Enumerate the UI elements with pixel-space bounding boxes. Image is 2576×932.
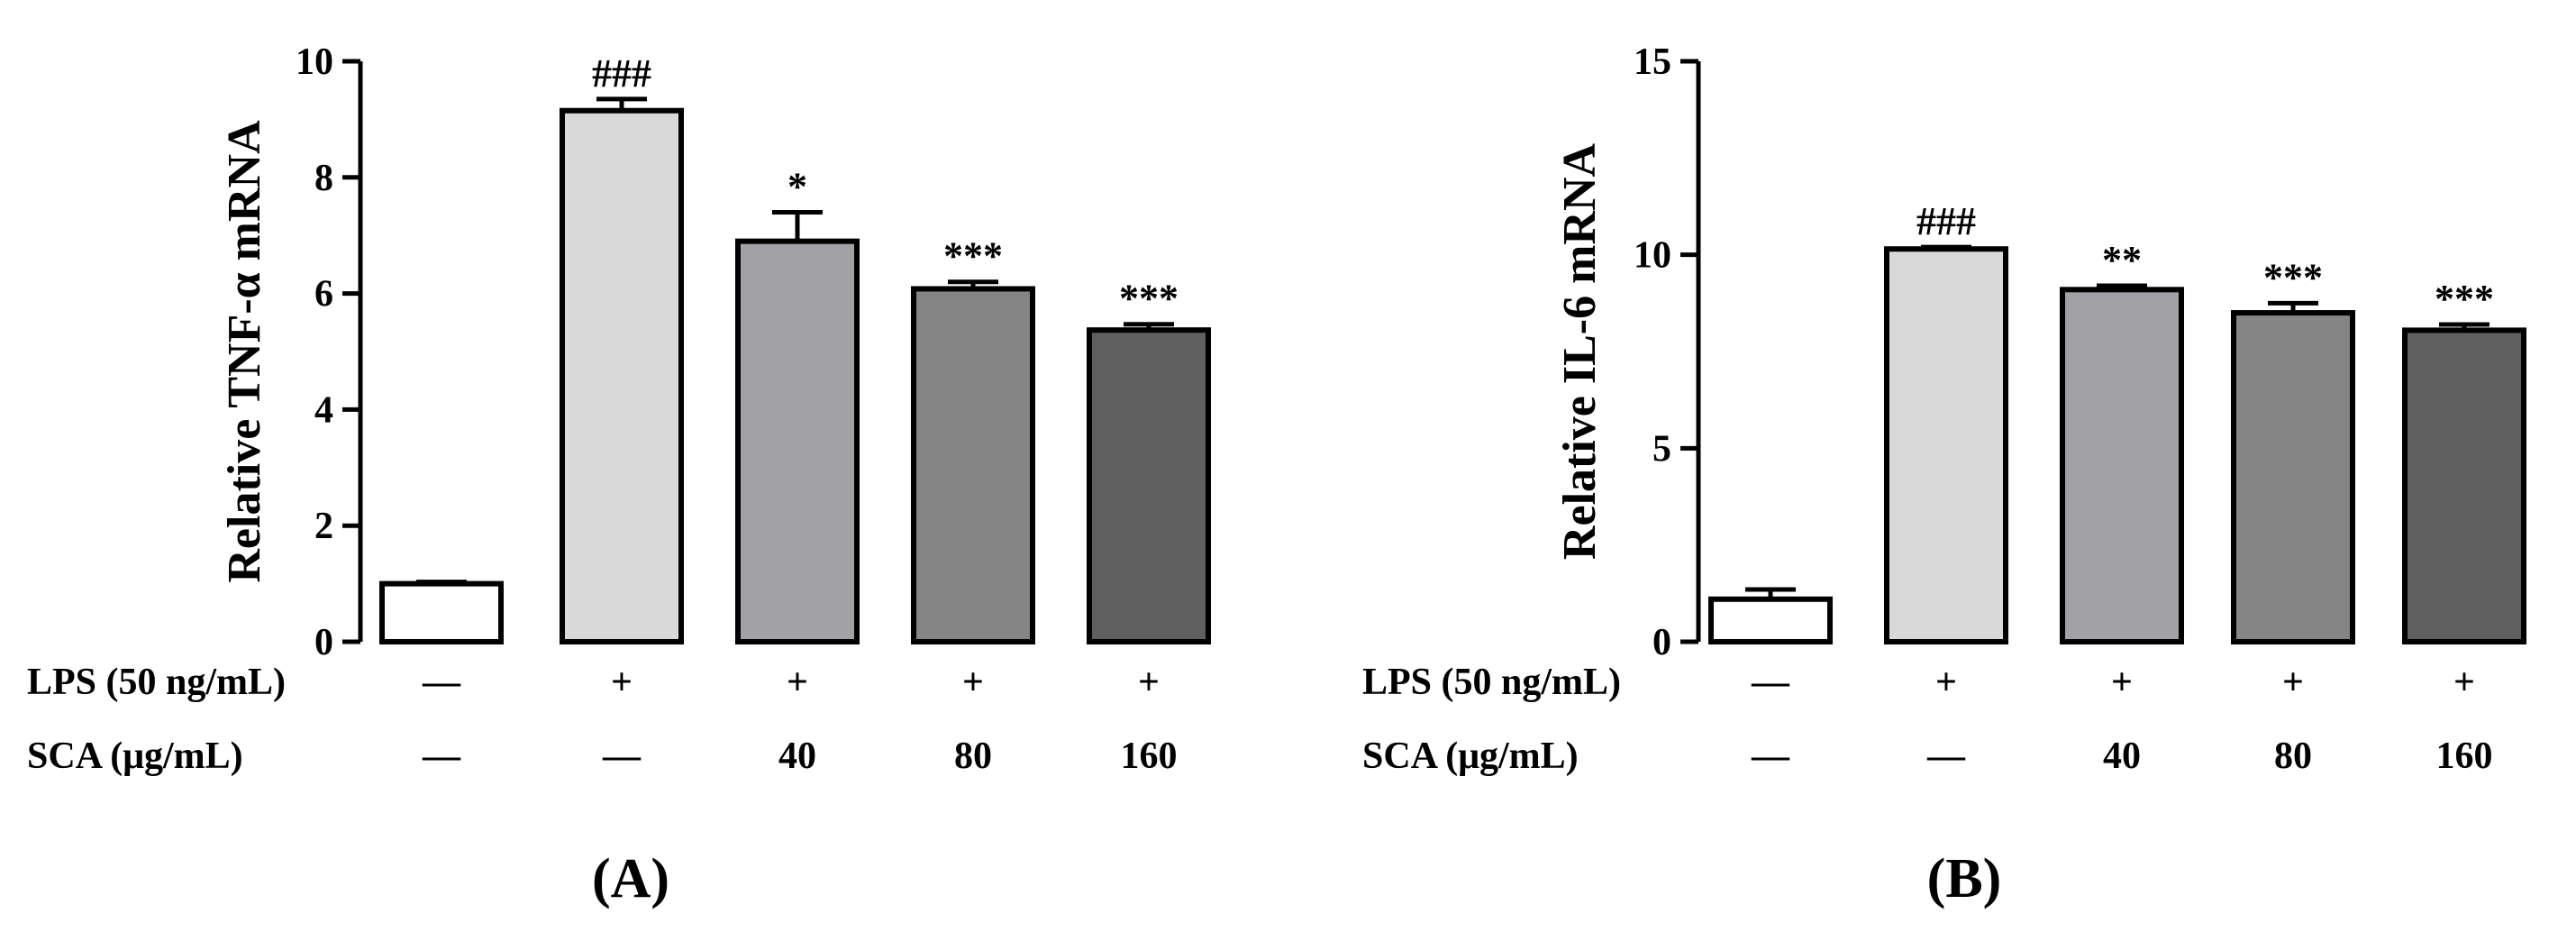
row-value: + — [787, 662, 808, 703]
bar — [2402, 327, 2526, 644]
y-tick-label: 4 — [314, 389, 333, 431]
y-axis-label: Relative IL-6 mRNA — [1554, 142, 1606, 560]
row-value: — — [1926, 736, 1966, 777]
y-tick-label: 10 — [296, 41, 333, 83]
row-value: 160 — [2436, 736, 2493, 777]
panel-label: (A) — [592, 848, 669, 909]
y-tick-label: 6 — [314, 274, 333, 315]
row-value: — — [1751, 662, 1790, 703]
row-value: — — [1751, 736, 1790, 777]
y-axis-label: Relative TNF-α mRNA — [219, 120, 270, 583]
y-tick-label: 5 — [1652, 428, 1671, 470]
y-tick-label: 2 — [314, 506, 333, 547]
y-tick-label: 0 — [314, 622, 333, 663]
row-value: 40 — [2103, 736, 2141, 777]
significance-label: ### — [592, 51, 651, 96]
row-label: SCA (μg/mL) — [27, 736, 243, 777]
significance-label: *** — [943, 234, 1003, 279]
y-tick-label: 8 — [314, 158, 333, 199]
row-label: SCA (μg/mL) — [1362, 736, 1579, 777]
significance-label: *** — [1119, 277, 1179, 321]
row-value: + — [962, 662, 984, 703]
row-value: + — [611, 662, 633, 703]
bar — [2231, 310, 2355, 644]
row-value: — — [422, 662, 461, 703]
bar — [1708, 596, 1833, 644]
y-tick-label: 15 — [1634, 41, 1671, 83]
row-value: — — [422, 736, 461, 777]
bar — [735, 238, 860, 644]
row-value: 40 — [778, 736, 816, 777]
y-tick-label: 0 — [1652, 622, 1671, 663]
bar — [2060, 287, 2184, 644]
row-value: 160 — [1121, 736, 1178, 777]
row-label: LPS (50 ng/mL) — [27, 662, 286, 703]
significance-label: *** — [2435, 277, 2494, 321]
row-label: LPS (50 ng/mL) — [1362, 662, 1621, 703]
significance-label: ** — [2102, 238, 2142, 282]
panel-label: (B) — [1927, 848, 2002, 909]
bar — [1884, 246, 2008, 644]
row-value: + — [2453, 662, 2475, 703]
row-value: — — [602, 736, 642, 777]
bar — [560, 107, 684, 645]
bar — [911, 286, 1035, 644]
row-value: 80 — [2274, 736, 2312, 777]
row-value: 80 — [954, 736, 992, 777]
row-value: + — [2111, 662, 2133, 703]
row-value: + — [1138, 662, 1160, 703]
bar — [1087, 327, 1211, 644]
bar — [379, 580, 504, 644]
significance-label: * — [787, 164, 807, 208]
y-tick-label: 10 — [1634, 235, 1671, 277]
significance-label: *** — [2263, 255, 2323, 299]
row-value: + — [2282, 662, 2304, 703]
significance-label: ### — [1916, 199, 1976, 243]
row-value: + — [1935, 662, 1957, 703]
